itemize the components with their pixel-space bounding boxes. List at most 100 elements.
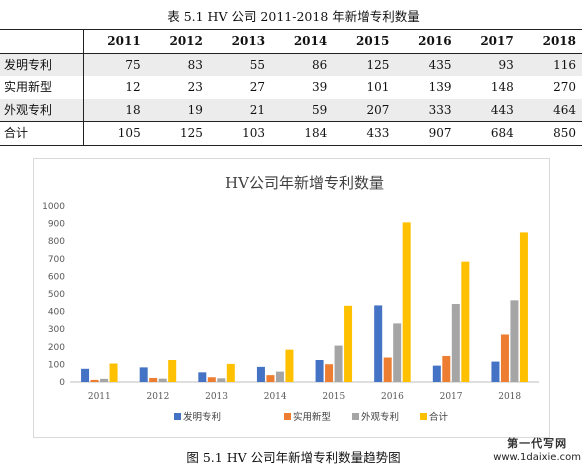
bar-2014-0 — [256, 366, 265, 382]
legend-swatch — [352, 413, 359, 420]
x-tick-label: 2015 — [322, 392, 345, 402]
bar-2015-3 — [344, 305, 353, 382]
bar-2017-3 — [461, 261, 470, 382]
table-cell: 850 — [519, 121, 582, 146]
year-header: 2012 — [146, 29, 209, 54]
legend-swatch — [420, 413, 427, 420]
year-header: 2014 — [271, 29, 334, 54]
row-label: 发明专利 — [0, 53, 84, 76]
x-tick-label: 2018 — [498, 392, 521, 402]
x-tick-label: 2016 — [381, 392, 404, 402]
bar-2014-3 — [285, 349, 294, 382]
legend-label: 发明专利 — [183, 411, 221, 423]
bar-2011-1 — [90, 379, 99, 382]
table-cell: 103 — [208, 121, 272, 146]
table-cell: 125 — [146, 121, 209, 146]
table-cell: 207 — [333, 98, 396, 122]
table-row: 发明专利 75 83 55 86 125 435 93 116 — [0, 53, 582, 76]
bar-2011-3 — [109, 363, 118, 382]
y-tick-label: 100 — [48, 360, 65, 370]
chart-title: HV公司年新增专利数量 — [225, 174, 384, 192]
table-cell: 116 — [519, 53, 582, 76]
bar-2017-1 — [442, 355, 451, 382]
table-cell: 86 — [271, 53, 334, 76]
watermark-url: www.1daixie.com — [493, 452, 581, 463]
legend-label: 实用新型 — [293, 411, 332, 423]
legend-swatch — [174, 413, 181, 420]
patent-table: 2011 2012 2013 2014 2015 2016 2017 2018 … — [0, 29, 582, 146]
bar-2015-1 — [325, 364, 334, 382]
table-cell: 21 — [208, 98, 272, 122]
table-cell: 443 — [457, 98, 520, 122]
x-tick-label: 2011 — [88, 392, 111, 402]
table-caption: 表 5.1 HV 公司 2011-2018 年新增专利数量 — [167, 9, 420, 24]
row-label: 实用新型 — [4, 80, 53, 95]
watermark: 第一代写网 www.1daixie.com — [493, 437, 581, 465]
table-cell: 148 — [490, 80, 514, 95]
watermark-name: 第一代写网 — [507, 437, 568, 450]
legend-label: 合计 — [429, 411, 449, 423]
bar-2018-0 — [491, 361, 500, 382]
y-tick-label: 200 — [48, 343, 65, 353]
bar-2012-1 — [149, 377, 158, 382]
table-cell: 333 — [395, 98, 458, 122]
table-cell: 139 — [428, 80, 452, 95]
bar-chart: HV公司年新增专利数量 0 100 200 300 400 500 600 700 800 900 1… — [42, 174, 539, 423]
year-header: 2011 — [83, 29, 147, 54]
bar-2012-0 — [139, 367, 148, 382]
table-cell: 464 — [519, 98, 582, 122]
bar-2017-0 — [432, 365, 441, 382]
table-cell: 435 — [395, 53, 458, 76]
table-corner-cell — [0, 29, 84, 54]
bar-2018-1 — [500, 334, 509, 382]
y-tick-label: 700 — [48, 255, 65, 265]
bar-2011-2 — [100, 378, 109, 382]
table-cell: 101 — [366, 80, 390, 95]
bar-2012-3 — [168, 360, 177, 382]
table-cell: 12 — [83, 76, 147, 99]
legend-swatch — [284, 413, 291, 420]
table-cell: 55 — [208, 53, 272, 76]
table-cell: 19 — [146, 98, 209, 122]
bar-2016-1 — [383, 357, 392, 382]
year-header: 2016 — [395, 29, 458, 54]
y-tick-label: 600 — [48, 272, 65, 282]
bar-2011-0 — [81, 368, 90, 382]
x-tick-label: 2012 — [146, 392, 169, 402]
table-cell: 59 — [271, 98, 334, 122]
y-tick-label: 900 — [48, 220, 65, 230]
row-label: 外观专利 — [0, 98, 84, 122]
year-header: 2018 — [519, 29, 582, 54]
y-tick-label: 300 — [48, 325, 65, 335]
bar-2013-2 — [217, 378, 226, 382]
table-row: 外观专利 18 19 21 59 207 333 443 464 — [0, 98, 582, 122]
y-tick-label: 1000 — [42, 202, 65, 212]
y-tick-label: 800 — [48, 237, 65, 247]
table-cell: 18 — [83, 98, 147, 122]
y-tick-label: 400 — [48, 308, 65, 318]
bar-2013-3 — [226, 363, 235, 382]
bar-2017-2 — [451, 304, 460, 382]
bar-2013-0 — [198, 372, 207, 382]
legend-label: 外观专利 — [361, 411, 399, 423]
bar-2015-2 — [334, 345, 343, 382]
table-cell: 125 — [333, 53, 396, 76]
table-cell: 684 — [457, 121, 520, 146]
year-header: 2013 — [208, 29, 272, 54]
table-header-row: 2011 2012 2013 2014 2015 2016 2017 2018 — [0, 29, 582, 54]
bar-2015-0 — [315, 360, 324, 382]
y-tick-label: 0 — [59, 378, 65, 388]
table-row: 实用新型 12 23 27 39 101 139 148 270 — [0, 76, 582, 99]
year-header: 2017 — [457, 29, 520, 54]
bar-2012-2 — [158, 378, 167, 382]
bar-2013-1 — [207, 377, 216, 382]
x-tick-label: 2017 — [440, 392, 463, 402]
chart-container: HV公司年新增专利数量 0 100 200 300 400 500 600 700 800 900 1… — [33, 158, 550, 438]
figure-caption: 图 5.1 HV 公司年新增专利数量趋势图 — [186, 450, 401, 465]
table-cell: 270 — [553, 80, 576, 95]
row-label: 合计 — [0, 121, 84, 146]
table-cell: 75 — [83, 53, 147, 76]
bar-2016-0 — [374, 305, 383, 382]
table-cell: 23 — [187, 80, 203, 95]
x-tick-label: 2013 — [205, 392, 228, 402]
